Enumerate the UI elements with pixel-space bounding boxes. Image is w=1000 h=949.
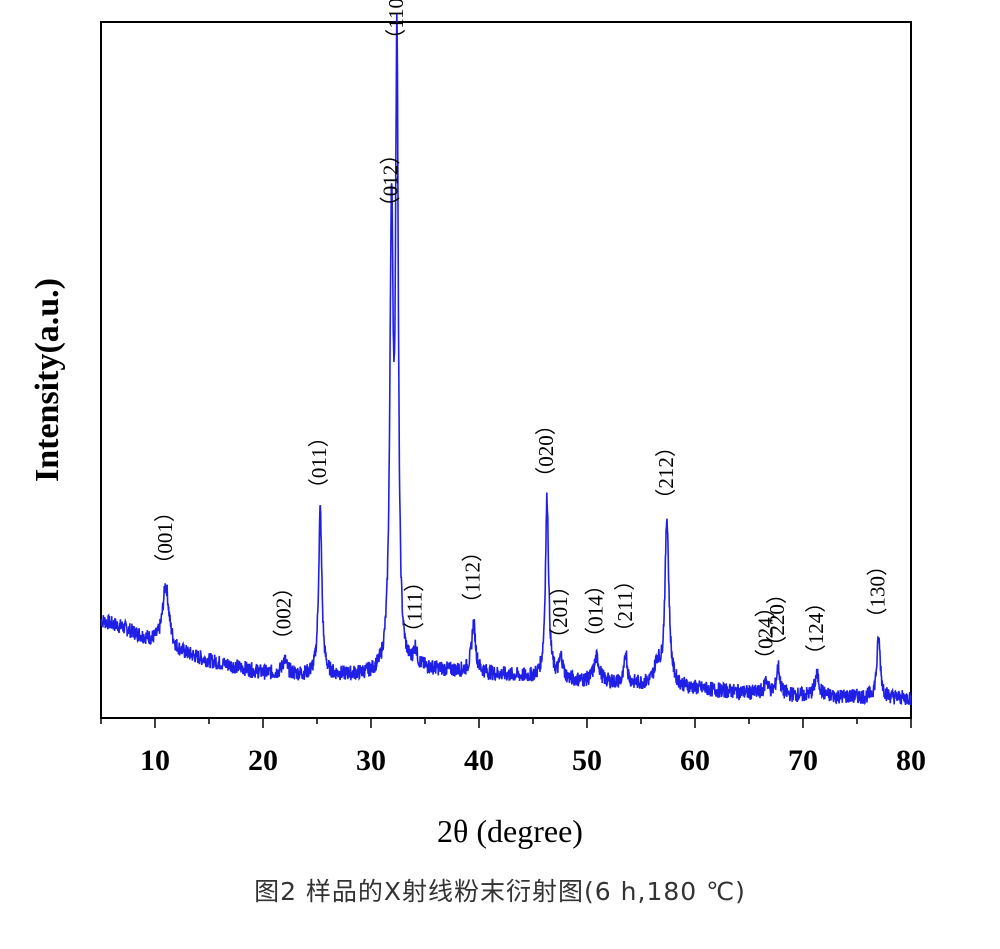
x-tick-label: 40	[464, 744, 494, 777]
x-axis-ticks	[100, 718, 912, 728]
x-tick-label: 30	[356, 744, 386, 777]
peak-label: （014）	[584, 574, 608, 648]
peak-label: （110）	[384, 0, 408, 50]
x-tick-label: 20	[248, 744, 278, 777]
x-axis-tick-labels: 10 20 30 40 50 60 70 80	[140, 744, 926, 777]
x-tick-label: 50	[572, 744, 602, 777]
y-axis-title: Intensity(a.u.)	[29, 278, 66, 482]
peak-label: （111）	[402, 571, 426, 643]
peak-label: （112）	[461, 541, 485, 614]
peak-label: （220）	[765, 583, 789, 657]
peak-label: （024）	[753, 596, 777, 670]
x-axis-title: 2θ (degree)	[437, 813, 583, 849]
x-tick-label: 60	[680, 744, 710, 777]
plot-frame	[100, 21, 912, 719]
peak-label: （020）	[534, 414, 558, 488]
peak-label: （211）	[613, 570, 637, 643]
x-tick-label: 80	[896, 744, 926, 777]
x-tick-label: 70	[788, 744, 818, 777]
figure-caption: 图2 样品的X射线粉末衍射图(6 h,180 ℃)	[254, 877, 746, 906]
x-tick-label: 10	[140, 744, 170, 777]
xrd-chart: 10 20 30 40 50 60 70 80 （001） （002） （011） （012） （11…	[29, 0, 926, 849]
peak-labels: （001） （002） （011） （012） （110） （111） （112） （020）…	[153, 0, 890, 670]
peak-label: （212）	[654, 436, 678, 510]
peak-label: （130）	[866, 555, 890, 629]
peak-label: （001）	[153, 501, 177, 575]
peak-label: （124）	[804, 592, 828, 666]
peak-label: （002）	[272, 577, 296, 651]
peak-label: （011）	[307, 426, 331, 499]
peak-label: （012）	[379, 144, 403, 218]
xrd-series-line	[100, 13, 912, 706]
peak-label: （201）	[548, 575, 572, 649]
